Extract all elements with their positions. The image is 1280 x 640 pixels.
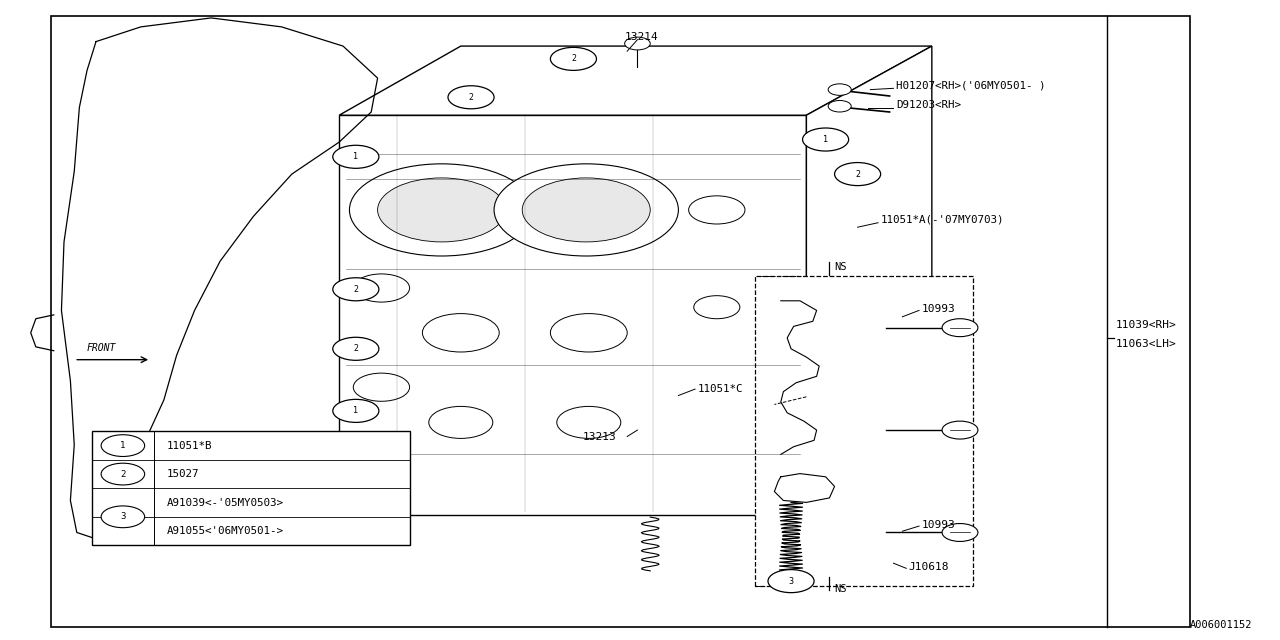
Circle shape bbox=[101, 506, 145, 527]
Circle shape bbox=[550, 47, 596, 70]
Circle shape bbox=[550, 314, 627, 352]
Text: 2: 2 bbox=[571, 54, 576, 63]
Polygon shape bbox=[339, 46, 932, 115]
Text: 15027: 15027 bbox=[166, 469, 198, 479]
Text: 13214: 13214 bbox=[625, 32, 658, 42]
Text: 10993: 10993 bbox=[922, 520, 955, 530]
Text: 11051*A(-'07MY0703): 11051*A(-'07MY0703) bbox=[881, 215, 1004, 225]
Text: 10993: 10993 bbox=[922, 305, 955, 314]
Circle shape bbox=[522, 178, 650, 242]
Circle shape bbox=[101, 435, 145, 456]
Text: 11063<LH>: 11063<LH> bbox=[1116, 339, 1176, 349]
Circle shape bbox=[333, 337, 379, 360]
Circle shape bbox=[429, 406, 493, 438]
Text: 11051*B: 11051*B bbox=[166, 440, 212, 451]
Text: 2: 2 bbox=[468, 93, 474, 102]
Text: A006001152: A006001152 bbox=[1189, 620, 1252, 630]
Circle shape bbox=[557, 406, 621, 438]
Circle shape bbox=[333, 399, 379, 422]
Text: 13213: 13213 bbox=[582, 433, 616, 442]
Bar bbox=[92, 431, 410, 545]
Circle shape bbox=[835, 163, 881, 186]
Circle shape bbox=[353, 274, 410, 302]
Polygon shape bbox=[755, 276, 973, 586]
Text: 2: 2 bbox=[353, 344, 358, 353]
Circle shape bbox=[942, 421, 978, 439]
Text: D91203<RH>: D91203<RH> bbox=[896, 100, 961, 109]
Text: 2: 2 bbox=[120, 470, 125, 479]
Circle shape bbox=[942, 319, 978, 337]
Text: 11039<RH>: 11039<RH> bbox=[1116, 320, 1176, 330]
Circle shape bbox=[803, 128, 849, 151]
Circle shape bbox=[333, 278, 379, 301]
Text: J10618: J10618 bbox=[909, 562, 950, 572]
Text: 3: 3 bbox=[120, 512, 125, 522]
Circle shape bbox=[494, 164, 678, 256]
Polygon shape bbox=[806, 46, 932, 515]
Text: A91039<-'05MY0503>: A91039<-'05MY0503> bbox=[166, 497, 283, 508]
Text: NS: NS bbox=[835, 262, 847, 272]
Text: 2: 2 bbox=[855, 170, 860, 179]
Circle shape bbox=[942, 524, 978, 541]
Circle shape bbox=[768, 570, 814, 593]
Circle shape bbox=[625, 37, 650, 50]
Polygon shape bbox=[339, 115, 806, 515]
Text: 11051*C: 11051*C bbox=[698, 384, 744, 394]
Circle shape bbox=[101, 463, 145, 485]
Text: 1: 1 bbox=[353, 152, 358, 161]
Circle shape bbox=[333, 145, 379, 168]
Circle shape bbox=[353, 373, 410, 401]
Circle shape bbox=[448, 86, 494, 109]
Circle shape bbox=[689, 196, 745, 224]
Circle shape bbox=[828, 100, 851, 112]
Text: NS: NS bbox=[835, 584, 847, 594]
Text: 2: 2 bbox=[353, 285, 358, 294]
Text: 1: 1 bbox=[120, 441, 125, 450]
Circle shape bbox=[828, 84, 851, 95]
Text: H01207<RH>('06MY0501- ): H01207<RH>('06MY0501- ) bbox=[896, 81, 1046, 90]
Text: 3: 3 bbox=[788, 577, 794, 586]
Text: 1: 1 bbox=[353, 406, 358, 415]
Text: 1: 1 bbox=[823, 135, 828, 144]
Circle shape bbox=[349, 164, 534, 256]
Circle shape bbox=[694, 296, 740, 319]
Text: FRONT: FRONT bbox=[87, 343, 116, 353]
Text: A91055<'06MY0501->: A91055<'06MY0501-> bbox=[166, 526, 283, 536]
Bar bbox=[51, 16, 1190, 627]
Circle shape bbox=[422, 314, 499, 352]
Circle shape bbox=[378, 178, 506, 242]
